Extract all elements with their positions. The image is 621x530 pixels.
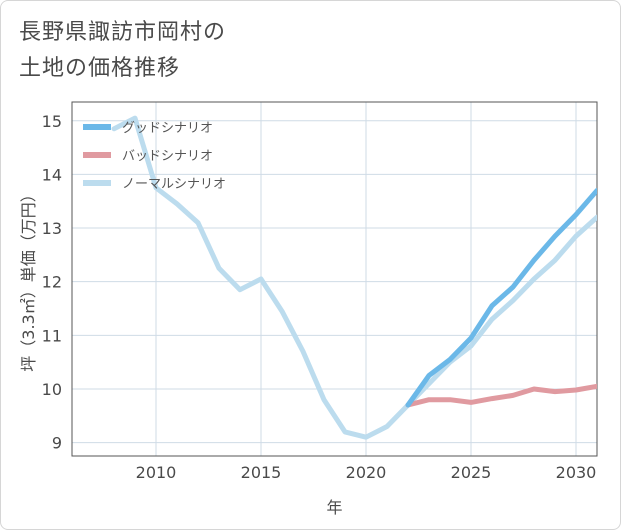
- y-tick-label: 9: [52, 434, 62, 453]
- series-group: [111, 115, 597, 440]
- legend-label: グッドシナリオ: [122, 121, 213, 136]
- y-axis-label: 坪（3.3㎡）単価（万円）: [19, 186, 38, 371]
- series-line-2: [111, 115, 597, 440]
- chart-title: 長野県諏訪市岡村の 土地の価格推移: [19, 15, 226, 87]
- x-tick-label: 2010: [136, 463, 177, 482]
- legend-label: ノーマルシナリオ: [122, 177, 226, 192]
- series-line-0: [405, 188, 597, 408]
- x-tick-label: 2020: [346, 463, 387, 482]
- y-tick-label: 11: [42, 326, 62, 345]
- chart-title-line-1: 長野県諏訪市岡村の: [19, 20, 227, 45]
- series-line-1: [405, 383, 597, 408]
- y-tick-label: 15: [42, 112, 62, 131]
- plot-frame: [71, 101, 598, 457]
- y-tick-label: 13: [42, 219, 62, 238]
- y-tick-label: 14: [42, 165, 62, 184]
- legend-label: バッドシナリオ: [122, 149, 213, 164]
- x-axis-label: 年: [326, 498, 342, 517]
- x-tick-label: 2015: [241, 463, 282, 482]
- y-tick-label: 12: [42, 273, 62, 292]
- x-tick-label: 2030: [556, 463, 597, 482]
- y-tick-label: 10: [42, 380, 62, 399]
- x-tick-label: 2025: [451, 463, 492, 482]
- chart-title-line-2: 土地の価格推移: [19, 56, 181, 81]
